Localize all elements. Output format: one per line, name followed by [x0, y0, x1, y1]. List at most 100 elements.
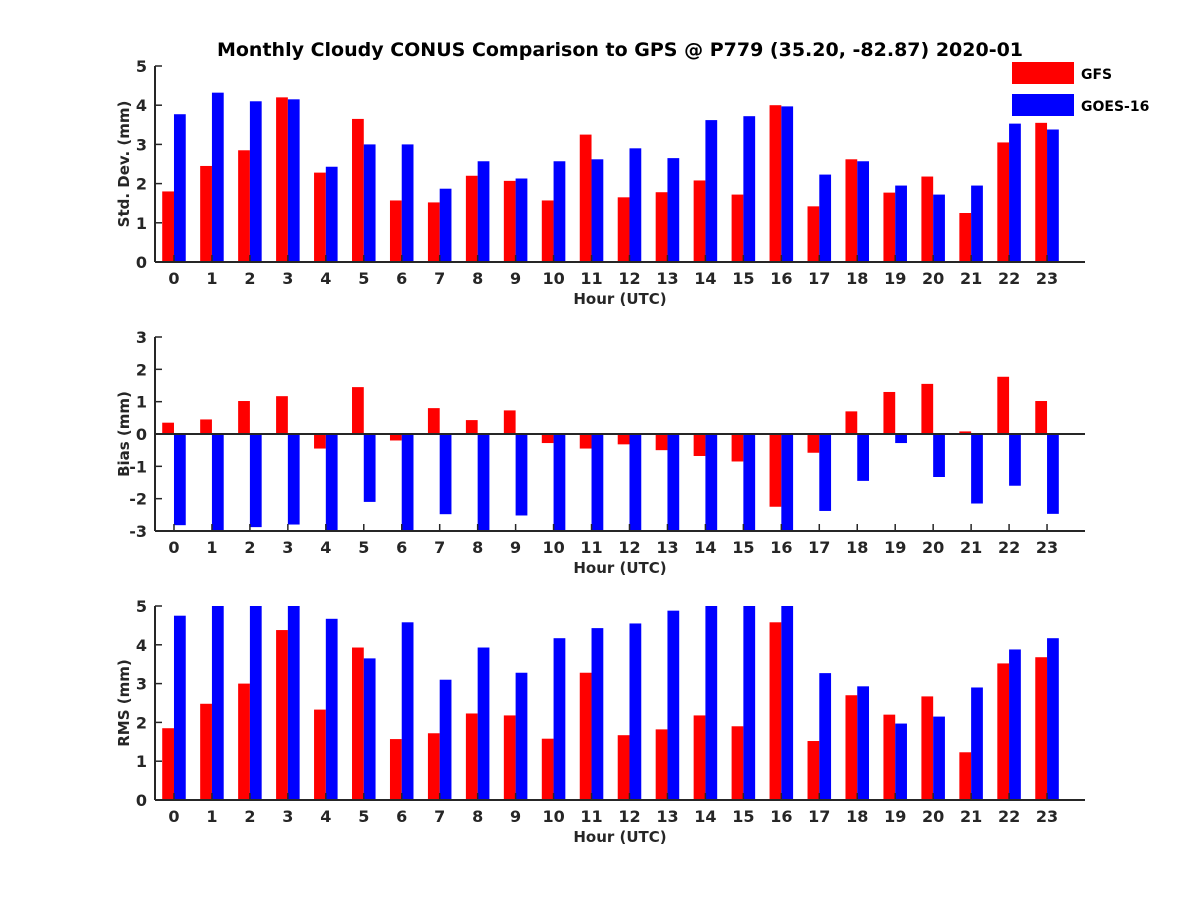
y-tick-label: 3 [136, 675, 147, 694]
x-tick-label: 6 [396, 269, 407, 288]
bar-goes-16-hour-6 [401, 622, 414, 800]
x-tick-label: 1 [206, 538, 217, 557]
bar-goes-16-hour-5 [363, 144, 376, 262]
x-tick-label: 17 [808, 807, 830, 826]
bar-goes-16-hour-4 [325, 434, 338, 531]
bar-goes-16-hour-14 [705, 606, 718, 800]
x-tick-label: 12 [618, 807, 640, 826]
bar-goes-16-hour-14 [705, 120, 718, 262]
bar-goes-16-hour-7 [439, 188, 452, 262]
x-tick-label: 0 [168, 538, 179, 557]
x-tick-label: 18 [846, 269, 868, 288]
x-tick-label: 9 [510, 269, 521, 288]
bar-goes-16-hour-0 [173, 114, 186, 262]
y-tick-label: 3 [136, 328, 147, 347]
x-tick-label: 20 [922, 269, 944, 288]
bar-gfs-hour-6 [389, 434, 402, 441]
bar-gfs-hour-18 [845, 411, 858, 434]
bar-gfs-hour-11 [579, 672, 592, 800]
x-tick-label: 3 [282, 269, 293, 288]
bar-gfs-hour-10 [541, 738, 554, 800]
bar-goes-16-hour-20 [933, 716, 945, 800]
bar-gfs-hour-4 [314, 172, 326, 262]
bar-gfs-hour-19 [883, 192, 896, 262]
bar-gfs-hour-12 [617, 735, 630, 800]
bar-goes-16-hour-10 [553, 161, 566, 262]
x-tick-label: 10 [542, 269, 564, 288]
bar-goes-16-hour-16 [781, 434, 794, 531]
x-tick-label: 0 [168, 807, 179, 826]
x-tick-label: 9 [510, 538, 521, 557]
subplot-3: 0 1 2 3 4 5 6 7 8 9 10 11 12 13 14 15 16 17 18 19 20 21 22 2301… [115, 597, 1085, 846]
bar-gfs-hour-0 [162, 728, 174, 800]
y-tick-label: 2 [136, 713, 147, 732]
x-tick-label: 23 [1036, 807, 1058, 826]
x-tick-label: 20 [922, 538, 944, 557]
bar-gfs-hour-13 [655, 434, 668, 451]
x-tick-label: 14 [694, 269, 716, 288]
bar-goes-16-hour-13 [667, 434, 680, 531]
x-tick-label: 8 [472, 538, 483, 557]
bar-goes-16-hour-3 [287, 606, 300, 800]
x-tick-label: 0 [168, 269, 179, 288]
y-tick-label: 3 [136, 135, 147, 154]
bar-gfs-hour-23 [1035, 122, 1048, 262]
bar-goes-16-hour-13 [667, 610, 680, 800]
bar-goes-16-hour-2 [249, 434, 262, 528]
bar-goes-16-hour-12 [629, 623, 642, 800]
bar-gfs-hour-2 [238, 401, 250, 434]
bar-gfs-hour-9 [503, 410, 516, 434]
bar-gfs-hour-2 [238, 150, 250, 262]
bar-gfs-hour-10 [541, 434, 554, 444]
x-tick-label: 15 [732, 807, 754, 826]
bar-gfs-hour-5 [352, 647, 364, 800]
y-tick-label: 0 [136, 253, 147, 272]
x-tick-label: 11 [580, 807, 602, 826]
bar-goes-16-hour-21 [971, 687, 983, 800]
bar-goes-16-hour-16 [781, 106, 794, 262]
x-tick-label: 22 [998, 807, 1020, 826]
x-tick-label: 11 [580, 269, 602, 288]
bar-goes-16-hour-11 [591, 434, 604, 531]
bar-gfs-hour-14 [693, 434, 706, 456]
bar-goes-16-hour-16 [781, 606, 794, 800]
y-tick-label: 1 [136, 752, 147, 771]
bar-gfs-hour-3 [276, 396, 288, 434]
bar-gfs-hour-3 [276, 630, 288, 800]
bar-goes-16-hour-0 [173, 615, 186, 800]
bar-goes-16-hour-5 [363, 658, 376, 800]
bar-gfs-hour-11 [579, 134, 592, 262]
bar-gfs-hour-1 [200, 703, 212, 800]
x-tick-label: 5 [358, 807, 369, 826]
plots-group: 0 1 2 3 4 5 6 7 8 9 10 11 12 13 14 15 16 17 18 19 20 21 22 2301… [115, 57, 1085, 846]
bar-goes-16-hour-2 [249, 101, 262, 262]
bar-goes-16-hour-15 [743, 606, 756, 800]
bar-gfs-hour-15 [731, 194, 744, 262]
bar-gfs-hour-8 [465, 175, 478, 262]
bar-gfs-hour-5 [352, 118, 364, 262]
x-tick-label: 20 [922, 807, 944, 826]
bar-gfs-hour-12 [617, 434, 630, 445]
x-tick-label: 18 [846, 538, 868, 557]
bar-gfs-hour-17 [807, 206, 820, 262]
x-tick-label: 12 [618, 538, 640, 557]
x-tick-label: 14 [694, 538, 716, 557]
bar-gfs-hour-1 [200, 165, 212, 262]
x-tick-label: 1 [206, 269, 217, 288]
bar-goes-16-hour-11 [591, 628, 604, 800]
bar-gfs-hour-4 [314, 709, 326, 800]
bar-goes-16-hour-6 [401, 434, 414, 531]
x-tick-label: 12 [618, 269, 640, 288]
x-tick-label: 7 [434, 538, 445, 557]
bar-gfs-hour-11 [579, 434, 592, 449]
x-tick-label: 18 [846, 807, 868, 826]
x-tick-label: 10 [542, 538, 564, 557]
bar-gfs-hour-15 [731, 726, 744, 800]
bar-gfs-hour-6 [389, 200, 402, 262]
bar-goes-16-hour-4 [325, 166, 338, 262]
bar-gfs-hour-16 [769, 105, 782, 262]
y-tick-label: -1 [129, 457, 147, 476]
bar-goes-16-hour-13 [667, 158, 680, 262]
bar-goes-16-hour-5 [363, 434, 376, 502]
bar-gfs-hour-13 [655, 729, 668, 800]
